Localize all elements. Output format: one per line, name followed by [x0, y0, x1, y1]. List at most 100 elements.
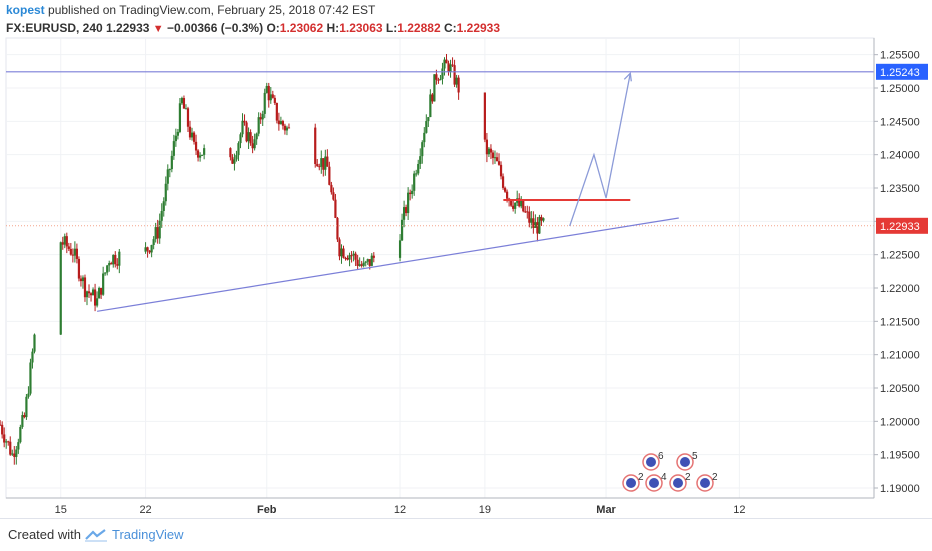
- candle-body: [433, 74, 436, 102]
- time-tick-label: 19: [479, 504, 491, 516]
- open-label: O:: [266, 21, 280, 35]
- price-tick-label: 1.23500: [880, 183, 920, 195]
- candle-body: [164, 183, 167, 202]
- candle-body: [15, 449, 18, 457]
- candle-body: [199, 155, 202, 158]
- candle-body: [95, 298, 99, 306]
- price-axis: 1.255001.250001.245001.240001.235001.230…: [873, 38, 928, 498]
- candle-body: [269, 94, 272, 101]
- candle-body: [287, 127, 291, 129]
- candle-body: [281, 121, 285, 126]
- candle-body: [81, 277, 85, 282]
- candle-body: [417, 163, 420, 174]
- candle-body: [116, 264, 119, 266]
- candle-body: [501, 176, 505, 188]
- event-flag-icon: [680, 457, 690, 467]
- candle-body: [483, 92, 486, 140]
- support-trendline: [97, 217, 679, 312]
- candle-body: [520, 200, 523, 207]
- candle-body: [419, 156, 422, 164]
- candle-body: [67, 246, 70, 249]
- candle-body: [273, 97, 276, 103]
- price-tag-label: 1.22933: [880, 221, 920, 233]
- candle-body: [182, 98, 186, 109]
- candle-body: [522, 200, 525, 212]
- symbol-label[interactable]: FX:EURUSD, 240: [6, 21, 103, 35]
- author-name[interactable]: kopest: [6, 3, 45, 17]
- close-value: 1.22933: [456, 21, 501, 35]
- event-flag-icon: [673, 478, 683, 488]
- candle-body: [201, 154, 204, 156]
- candlestick-chart[interactable]: 1.25500 1.25000 1.24500 1.24000 1.23500 1.230…: [0, 0, 932, 518]
- candle-body: [79, 278, 83, 282]
- projection-path: [569, 73, 631, 227]
- candle-body: [146, 247, 149, 251]
- candle-body: [59, 242, 62, 335]
- candle-body: [485, 139, 489, 155]
- candle-body: [160, 210, 163, 221]
- candle-body: [174, 135, 177, 142]
- candle-body: [348, 255, 351, 260]
- time-tick-label: Mar: [596, 504, 616, 516]
- candle-body: [108, 263, 111, 266]
- candle-body: [144, 247, 147, 252]
- tradingview-logo-icon: [85, 529, 107, 542]
- time-tick-label: Feb: [257, 504, 277, 516]
- tradingview-link[interactable]: TradingView: [112, 527, 184, 542]
- candle-body: [110, 263, 113, 265]
- candle-body: [340, 248, 343, 257]
- candle-body: [518, 198, 521, 207]
- candle-body: [330, 184, 333, 193]
- candle-body: [277, 120, 280, 125]
- candle-body: [425, 121, 428, 133]
- projection-arrowhead: [623, 71, 632, 82]
- event-flag-icon: [626, 478, 636, 488]
- price-tick-label: 1.20000: [880, 416, 920, 428]
- footer: Created with TradingView: [0, 518, 932, 551]
- candle-body: [203, 148, 206, 155]
- candle-body: [455, 77, 458, 85]
- candle-body: [11, 453, 14, 455]
- candle-body: [13, 453, 16, 457]
- candle-body: [324, 156, 327, 170]
- candle-body: [316, 163, 319, 167]
- candle-body: [437, 79, 440, 81]
- candle-body: [487, 148, 491, 155]
- candle-body: [283, 125, 287, 131]
- candle-body: [443, 59, 446, 69]
- price-tag-label: 1.25243: [880, 67, 920, 79]
- candle-body: [285, 127, 289, 131]
- event-count-label: 2: [685, 472, 691, 483]
- candle-body: [21, 415, 24, 428]
- candle-body: [275, 102, 278, 121]
- candle-body: [196, 150, 200, 158]
- time-tick-label: 22: [139, 504, 151, 516]
- candle-body: [356, 259, 359, 266]
- candle-body: [532, 218, 535, 228]
- candle-body: [158, 220, 161, 239]
- candle-body: [186, 108, 190, 127]
- candle-body: [3, 434, 6, 443]
- candle-body: [17, 442, 20, 450]
- candle-body: [346, 257, 349, 260]
- candle-body: [178, 103, 182, 132]
- candle-body: [192, 132, 196, 142]
- candle-body: [524, 211, 527, 213]
- publish-line: kopest published on TradingView.com, Feb…: [6, 3, 375, 17]
- candle-body: [162, 201, 165, 211]
- candle-body: [106, 265, 109, 273]
- candle-body: [23, 415, 26, 418]
- low-label: L:: [385, 21, 398, 35]
- candle-body: [257, 117, 260, 134]
- candle-body: [249, 132, 252, 144]
- candle-body: [431, 94, 434, 102]
- candle-body: [19, 427, 22, 443]
- publish-info: published on TradingView.com, February 2…: [44, 3, 376, 17]
- candle-body: [421, 142, 424, 157]
- candle-body: [447, 63, 450, 72]
- candle-body: [457, 77, 460, 93]
- price-tag-box: [876, 217, 928, 234]
- candle-body: [63, 236, 66, 245]
- candle-body: [1, 424, 4, 435]
- event-flag-icon: [649, 478, 659, 488]
